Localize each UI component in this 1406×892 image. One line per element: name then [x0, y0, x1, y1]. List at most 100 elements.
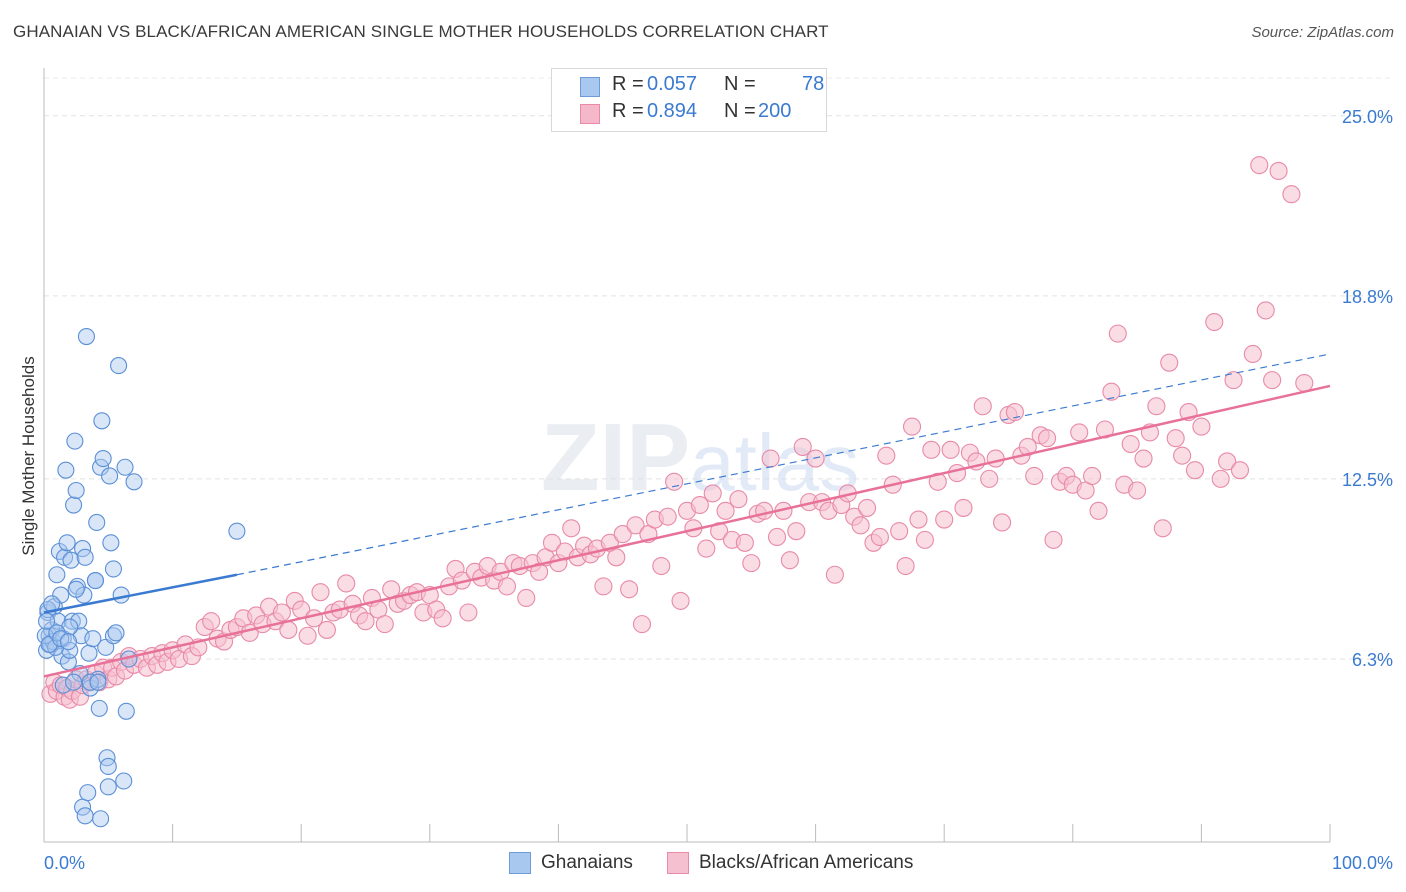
data-point-black [697, 539, 716, 558]
data-point-black [665, 472, 684, 491]
y-tick-label: 25.0% [1342, 107, 1393, 127]
data-point-ghanaian [54, 676, 72, 694]
data-point-black [1250, 156, 1269, 175]
data-point-black [1256, 301, 1275, 320]
legend-label-ghanaians: Ghanaians [541, 852, 633, 873]
data-point-black [1128, 481, 1147, 500]
legend-swatch-black [580, 104, 600, 124]
legend-row-black: R = 0.894 N = 200 [552, 100, 826, 127]
data-point-black [1044, 530, 1063, 549]
legend-row-ghanaian: R = 0.057 N = 78 [552, 73, 826, 100]
data-point-black [279, 620, 298, 639]
data-point-ghanaian [117, 702, 135, 720]
data-point-ghanaian [104, 627, 122, 645]
data-point-black [1134, 449, 1153, 468]
legend-swatch-ghanaian [580, 77, 600, 97]
data-point-ghanaian [79, 784, 97, 802]
data-point-black [767, 527, 787, 547]
data-point-black [671, 591, 690, 610]
data-point-black [922, 440, 941, 459]
data-point-ghanaian [90, 699, 108, 717]
data-point-ghanaian [84, 630, 102, 648]
data-point-ghanaian [116, 458, 134, 476]
legend-r-label: R = [612, 100, 644, 122]
data-point-ghanaian [65, 496, 83, 514]
data-point-ghanaian [70, 612, 88, 630]
y-tick-label: 12.5% [1342, 470, 1393, 490]
legend-n-value: 78 [802, 73, 825, 95]
y-tick-label: 6.3% [1352, 650, 1393, 670]
data-point-black [806, 449, 825, 468]
data-point-black [716, 501, 735, 520]
data-point-ghanaian [65, 673, 83, 691]
legend-r-value: 0.057 [647, 73, 698, 95]
source-label: Source: ZipAtlas.com [1251, 24, 1394, 41]
series-ghanaian-points [36, 327, 246, 828]
data-point-ghanaian [67, 481, 85, 500]
data-point-black [311, 583, 330, 602]
data-point-black [1185, 461, 1205, 480]
data-point-black [703, 484, 722, 503]
data-point-black [1263, 371, 1282, 390]
data-point-black [755, 501, 774, 520]
data-point-black [607, 548, 626, 567]
data-point-ghanaian [110, 357, 128, 375]
data-point-ghanaian [61, 641, 79, 659]
data-point-ghanaian [80, 644, 98, 662]
data-point-ghanaian [107, 624, 125, 642]
data-point-black [1282, 185, 1301, 204]
y-tick-label: 18.8% [1342, 287, 1393, 307]
data-point-black [337, 574, 356, 593]
data-point-black [1192, 417, 1211, 436]
data-point-black [825, 565, 844, 584]
data-point-black [613, 525, 632, 544]
data-point-black [890, 522, 909, 541]
data-point-black [1166, 429, 1185, 448]
chart-title: GHANAIAN VS BLACK/AFRICAN AMERICAN SINGL… [13, 22, 829, 41]
data-point-ghanaian [93, 412, 111, 430]
data-point-black [1205, 312, 1224, 332]
trend-line-ghanaian-extension [236, 353, 1331, 576]
data-point-black [735, 533, 754, 552]
data-point-ghanaian [86, 572, 104, 590]
data-point-black [1218, 452, 1237, 471]
data-point-black [356, 612, 375, 631]
data-point-black [375, 615, 394, 634]
grid-lines [44, 77, 1392, 660]
data-point-ghanaian [62, 551, 80, 569]
data-point-black [941, 440, 960, 459]
legend-swatch-ghanaians [509, 852, 531, 874]
data-point-black [652, 556, 671, 576]
data-point-black [1160, 353, 1179, 372]
data-point-black [594, 577, 613, 596]
data-point-ghanaian [59, 633, 77, 651]
data-point-ghanaian [99, 778, 117, 796]
watermark: ZIPatlas [541, 404, 859, 511]
x-tick-label: 0.0% [44, 853, 85, 873]
data-point-ghanaian [99, 757, 117, 776]
data-point-ghanaian [67, 580, 85, 598]
data-point-black [986, 449, 1005, 468]
data-point-ghanaian [125, 473, 143, 491]
data-point-black [517, 588, 536, 608]
data-point-black [896, 556, 915, 576]
data-point-ghanaian [92, 810, 110, 828]
legend-series: Ghanaians Blacks/African Americans [0, 850, 1406, 880]
data-point-black [793, 437, 812, 456]
data-point-black [1173, 446, 1192, 465]
data-point-ghanaian [102, 534, 120, 552]
data-point-ghanaian [58, 534, 76, 552]
data-point-black [1038, 429, 1057, 448]
data-point-black [761, 449, 780, 468]
legend-n-value: 200 [758, 100, 792, 122]
data-point-black [729, 490, 748, 509]
data-point-black [1025, 466, 1044, 486]
data-point-black [935, 510, 954, 529]
data-point-black [1211, 469, 1230, 488]
data-point-ghanaian [48, 566, 66, 584]
data-point-ghanaian [104, 560, 122, 578]
data-point-black [857, 498, 877, 517]
trend-line-ghanaian [43, 573, 238, 614]
data-point-black [690, 495, 709, 515]
